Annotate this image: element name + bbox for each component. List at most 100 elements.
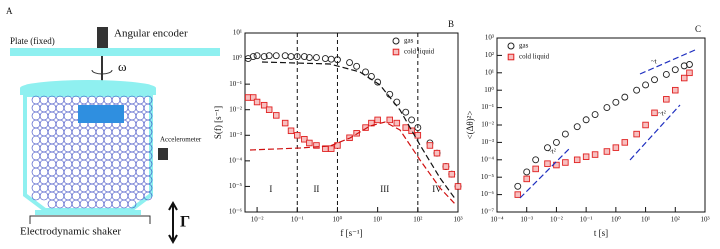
data-point [321, 55, 329, 63]
data-point [393, 119, 401, 127]
data-point [562, 159, 569, 166]
data-point [327, 55, 335, 63]
accelerometer [158, 148, 168, 160]
data-point [346, 59, 354, 66]
data-point [686, 61, 693, 68]
legend-marker [507, 53, 515, 61]
data-point [686, 69, 693, 77]
plate-label: Plate (fixed) [10, 36, 55, 46]
data-point [426, 142, 434, 149]
data-point [402, 124, 409, 131]
data-point [663, 96, 670, 103]
data-point [253, 52, 261, 60]
data-point [573, 156, 581, 164]
data-point [249, 53, 257, 60]
data-point [334, 142, 341, 149]
data-point [293, 53, 301, 60]
y-tick-label: 10¹ [485, 68, 494, 76]
data-point [386, 116, 393, 124]
data-point [532, 165, 539, 173]
x-tick-label: 10⁻³ [520, 216, 533, 224]
gamma-label: Γ [180, 214, 190, 231]
data-point [374, 116, 381, 124]
data-point [442, 163, 450, 170]
data-point [612, 144, 620, 151]
y-tick-label: 10⁰ [484, 86, 494, 94]
x-tick-label: 10³ [453, 216, 462, 224]
legend-marker [392, 48, 400, 56]
x-tick-label: 10⁻¹ [580, 216, 593, 224]
legend-marker [392, 37, 400, 45]
legend-label: gas [519, 42, 529, 50]
slope-label: ~t² [548, 148, 556, 156]
data-point [287, 127, 295, 135]
x-tick-label: 10¹ [373, 216, 382, 224]
apparatus-diagram: A Plate (fixed) Angular encoder ω Accele… [6, 6, 220, 245]
data-point [523, 168, 531, 176]
data-point [260, 53, 268, 60]
legend-label: cold liquid [519, 53, 550, 61]
data-point [374, 78, 382, 86]
data-point [281, 52, 289, 60]
data-point [523, 175, 530, 183]
y-tick-label: 10⁻² [229, 105, 242, 113]
data-point [327, 145, 335, 152]
data-point [312, 54, 320, 61]
data-point [633, 86, 641, 94]
y-tick-label: 10⁻² [481, 121, 494, 129]
data-point [591, 111, 599, 118]
fit-curve [261, 61, 457, 201]
y-tick-label: 10⁻¹ [229, 80, 242, 88]
legend-label: gas [404, 37, 414, 45]
data-point [300, 53, 308, 60]
x-tick-label: 10⁻¹ [291, 216, 304, 224]
data-point [514, 182, 522, 190]
data-point [552, 138, 560, 146]
data-point [603, 104, 611, 112]
data-point [414, 132, 422, 139]
region-label: IV [432, 184, 442, 194]
slope-line [519, 147, 571, 199]
data-point [454, 183, 462, 190]
y-tick-label: 10⁻⁴ [481, 155, 495, 163]
data-point [313, 142, 320, 149]
data-point [353, 62, 361, 70]
data-point [561, 130, 569, 138]
shaker-bracket [29, 215, 151, 224]
slope-label: ~t² [658, 110, 666, 118]
x-tick-label: 10⁻² [251, 216, 264, 224]
x-tick-label: 10⁻² [550, 216, 563, 224]
data-point [621, 93, 629, 101]
panel-label: A [6, 6, 13, 16]
data-point [680, 62, 688, 70]
data-point [633, 130, 640, 138]
data-point [253, 98, 261, 106]
y-tick-label: 10⁰ [232, 54, 242, 62]
data-point [672, 86, 679, 94]
data-point [272, 52, 280, 60]
data-point [591, 151, 599, 158]
region-label: III [380, 184, 389, 194]
x-tick-label: 10² [671, 216, 680, 224]
data-point [433, 149, 441, 157]
grain [127, 199, 137, 209]
x-axis-label: f [s⁻¹] [340, 228, 362, 238]
y-tick-label: 10⁻⁴ [229, 156, 243, 164]
data-point [402, 108, 410, 116]
data-point [642, 81, 650, 89]
x-tick-label: 10¹ [641, 216, 650, 224]
data-point [448, 170, 456, 178]
data-point [651, 109, 658, 117]
data-point [260, 101, 268, 109]
shaker-label: Electrodynamic shaker [20, 226, 121, 238]
data-point [544, 144, 551, 152]
data-point [306, 139, 313, 147]
y-tick-label: 10⁻⁶ [229, 208, 243, 216]
legend-marker [507, 42, 515, 50]
data-point [544, 160, 551, 167]
plot-frame [496, 37, 706, 213]
y-tick-label: 10¹ [233, 29, 242, 37]
data-point [621, 139, 629, 146]
y-tick-label: 10³ [485, 34, 494, 42]
